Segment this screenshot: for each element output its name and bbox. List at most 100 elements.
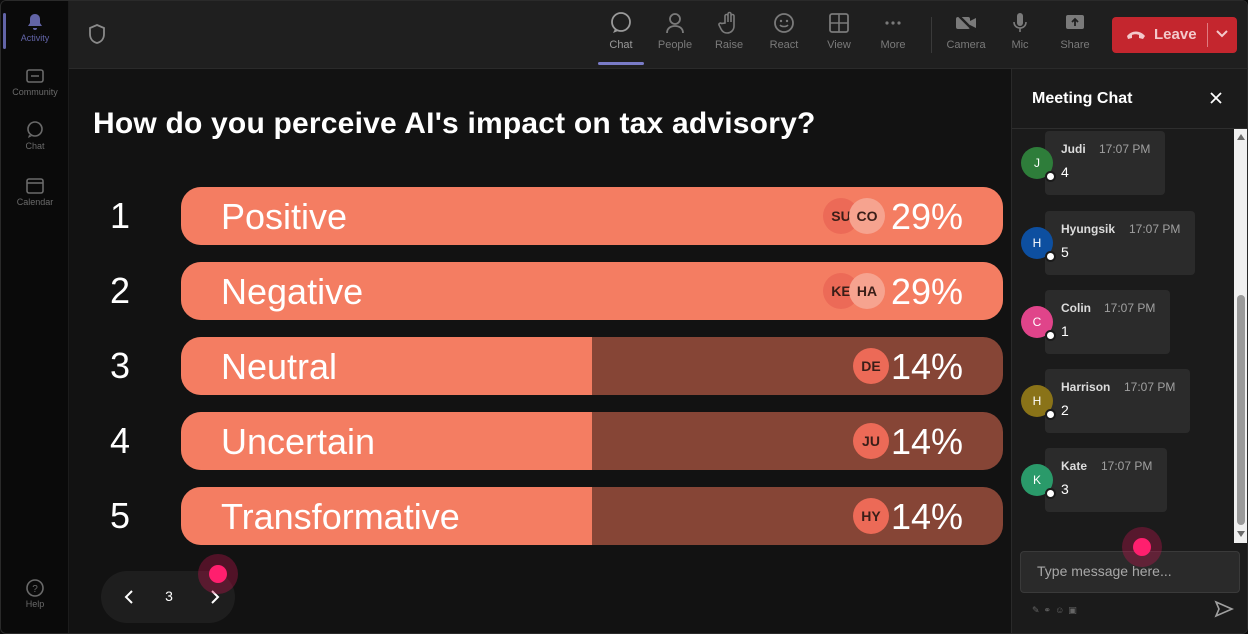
sender-name: Judi [1061,142,1086,156]
click-indicator [1122,527,1162,567]
rail-active-indicator [3,13,6,49]
more-button[interactable]: More [868,11,918,63]
sender-name: Kate [1061,459,1088,473]
poll-option-percent: 14% [890,421,963,462]
grid-icon [829,13,849,33]
chat-scrollbar[interactable] [1234,129,1247,543]
camera-button[interactable]: Camera [941,11,991,63]
rail-item-activity[interactable]: Activity [1,13,69,43]
chat-message: Judi 17:07 PM 4 J [1012,131,1234,195]
poll-option-label: Neutral [221,346,338,387]
chevron-down-icon[interactable] [1215,29,1229,39]
poll-option-bar[interactable]: Negative KE HA 29% [181,262,1003,320]
chevron-left-icon[interactable] [121,588,139,606]
poll-option-bar[interactable]: Transformative HY 14% [181,487,1003,545]
calendar-icon [26,178,44,194]
message-text: 5 [1061,244,1069,260]
option-number: 1 [109,195,131,236]
people-icon [666,13,684,34]
rail-item-calendar[interactable]: Calendar [1,177,69,207]
message-bubble: Kate 17:07 PM 3 [1045,448,1167,512]
format-icon[interactable]: ✎ [1032,605,1044,615]
poll-bar-fill [181,412,592,470]
send-icon[interactable] [1214,600,1234,618]
message-bubble: Judi 17:07 PM 4 [1045,131,1165,195]
poll-option-label: Negative [221,271,364,312]
react-button[interactable]: React [759,11,809,63]
gif-icon[interactable]: ▣ [1068,605,1081,615]
poll-option-label: Uncertain [221,421,376,462]
community-icon [26,69,44,83]
message-input[interactable]: Type message here... [1020,551,1240,593]
close-icon[interactable] [1209,91,1223,105]
rail-item-label: Activity [20,33,50,43]
people-button[interactable]: People [650,11,700,63]
poll-option-bar[interactable]: Positive SU CO 29% [181,187,1003,245]
poll-option-percent: 29% [890,196,963,237]
format-toolbar: ✎⚭☺▣ [1032,605,1081,616]
shield-icon[interactable] [87,23,107,45]
share-button[interactable]: Share [1050,11,1100,63]
rail-item-label: Chat [25,141,45,151]
message-text: 2 [1061,402,1069,418]
mic-button-label: Mic [1011,39,1029,51]
poll-bar-fill [181,487,592,545]
poll-option-bar[interactable]: Uncertain JU 14% [181,412,1003,470]
message-bubble: Colin 17:07 PM 1 [1045,290,1170,354]
attach-icon[interactable]: ⚭ [1043,605,1056,615]
chat-message: Kate 17:07 PM 3 K [1012,448,1234,512]
scroll-down-arrow[interactable] [1237,531,1245,537]
message-bubble: Hyungsik 17:07 PM 5 [1045,211,1195,275]
rail-item-chat[interactable]: Chat [1,121,69,151]
chat-message: Colin 17:07 PM 1 C [1012,290,1234,354]
chat-title: Meeting Chat [1032,90,1133,107]
rail-item-label: Community [12,87,58,97]
poll-option-bar[interactable]: Neutral DE 14% [181,337,1003,395]
voter-avatar: CO [849,198,885,234]
app-rail: Activity Community Chat Calendar ? Help [1,1,69,633]
click-indicator [198,554,238,594]
react-button-label: React [769,39,799,51]
rail-item-community[interactable]: Community [1,67,69,97]
meeting-toolbar: Chat People Raise React View More Camera [69,1,1247,69]
mic-button[interactable]: Mic [995,11,1045,63]
view-button[interactable]: View [814,11,864,63]
rail-item-label: Help [25,599,45,609]
presence-dot [1045,330,1056,341]
poll-option-percent: 29% [890,271,963,312]
leave-divider [1207,23,1208,47]
message-time: 17:07 PM [1129,222,1181,236]
voter-avatar: JU [853,423,889,459]
message-text: 4 [1061,164,1069,180]
raise-hand-label: Raise [714,39,744,51]
scroll-up-arrow[interactable] [1237,134,1245,140]
view-button-label: View [827,39,851,51]
raise-hand-button[interactable]: Raise [704,11,754,63]
sender-name: Harrison [1061,380,1111,394]
more-button-label: More [880,39,906,51]
option-number: 4 [109,420,131,461]
poll-option-label: Positive [221,196,348,237]
option-number: 3 [109,345,131,386]
camera-off-icon [956,13,976,33]
emoji-icon[interactable]: ☺ [1055,605,1069,615]
message-time: 17:07 PM [1101,459,1153,473]
page-number: 3 [165,588,173,604]
camera-button-label: Camera [946,39,986,51]
scroll-thumb[interactable] [1237,295,1245,525]
presence-dot [1045,409,1056,420]
rail-item-help[interactable]: ? Help [1,579,69,609]
chat-button[interactable]: Chat [596,11,646,63]
hang-up-icon [1127,31,1145,39]
poll-stage: How do you perceive AI's impact on tax a… [69,69,1011,633]
presence-dot [1045,171,1056,182]
svg-text:?: ? [32,584,38,595]
leave-button[interactable]: Leave [1112,17,1237,53]
chevron-right-icon[interactable] [205,588,223,606]
sender-name: Colin [1061,301,1091,315]
chat-header: Meeting Chat [1012,69,1247,129]
help-icon: ? [26,579,44,597]
option-number: 5 [109,495,131,536]
chat-message: Hyungsik 17:07 PM 5 H [1012,211,1234,275]
